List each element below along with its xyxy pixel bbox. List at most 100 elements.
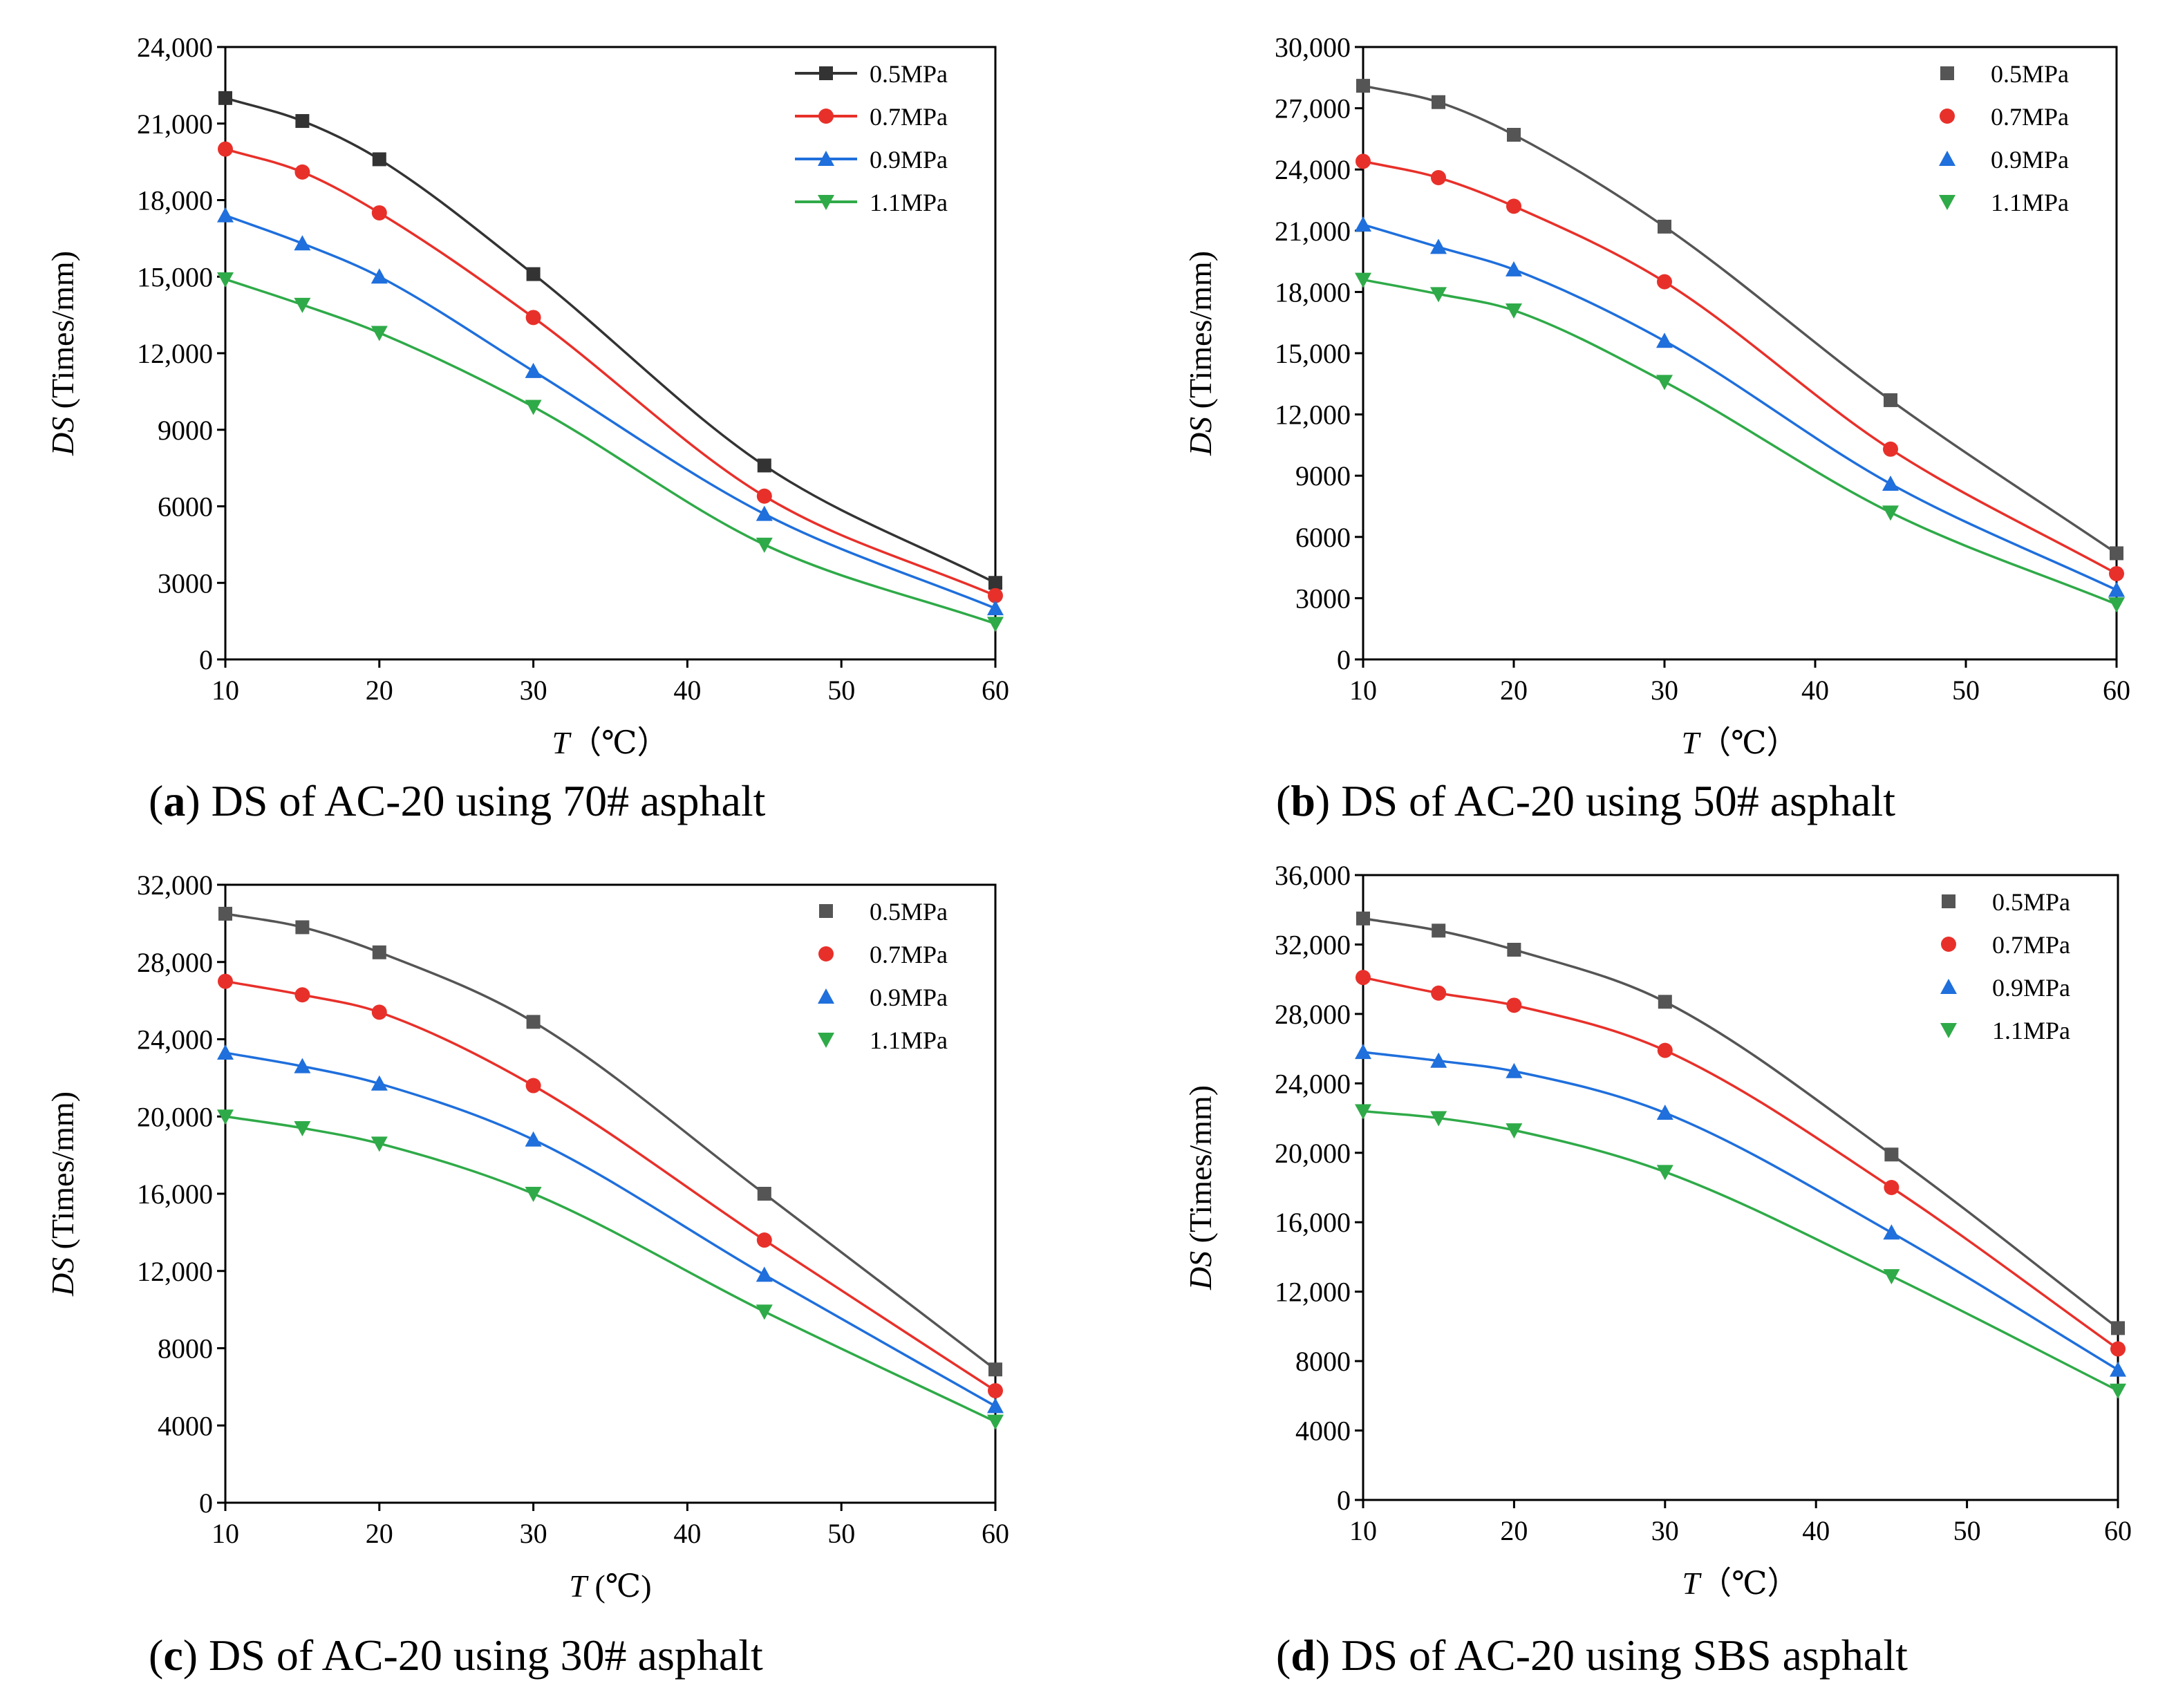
data-point — [294, 987, 310, 1003]
data-point — [217, 272, 234, 288]
data-point — [1656, 1105, 1673, 1120]
series-line — [225, 912, 997, 1371]
y-axis-label-unit: (Times/mm) — [45, 251, 80, 417]
data-point — [218, 141, 233, 157]
data-point — [525, 310, 541, 326]
y-tick-label: 6000 — [1295, 522, 1351, 553]
series-1 — [218, 973, 1003, 1398]
chart-svg-c: 0 4000 8000 12,000 16,000 20,000 24,000 28,000 3… — [45, 870, 1009, 1604]
chart-panel-d: 0 4000 8000 12,000 16,000 20,000 24,000 28,000 3… — [1088, 854, 2176, 1708]
data-point — [1883, 1269, 1900, 1285]
plot-frame — [1362, 46, 2118, 661]
data-point — [294, 297, 311, 313]
y-tick-label: 0 — [199, 1488, 213, 1519]
y-axis-label: DS (Times/mm) — [1183, 251, 1218, 456]
data-point — [526, 1015, 541, 1029]
x-tick-label: 50 — [1952, 675, 1980, 706]
x-tick-label: 40 — [1802, 1515, 1830, 1546]
data-point — [1432, 923, 1446, 938]
legend-label: 0.7MPa — [870, 941, 948, 968]
series-2 — [1355, 1044, 2126, 1377]
series-0 — [218, 91, 1002, 590]
data-point — [218, 973, 233, 989]
legend-marker — [1941, 937, 1956, 952]
x-tick-label: 40 — [1801, 675, 1829, 706]
x-axis-label-unit: （℃） — [1699, 725, 1798, 760]
data-point — [1507, 127, 1521, 142]
legend-label: 1.1MPa — [870, 1026, 948, 1054]
series-line — [1362, 278, 2117, 606]
x-axis-label-var: T — [569, 1568, 589, 1604]
x-tick-label: 40 — [673, 1518, 701, 1549]
x-tick-label: 30 — [1651, 1515, 1679, 1546]
data-point — [294, 1121, 311, 1137]
y-tick-label: 32,000 — [137, 870, 213, 901]
series-line — [1362, 1109, 2119, 1392]
x-tick-label: 30 — [520, 675, 547, 706]
legend-label: 1.1MPa — [870, 189, 948, 216]
data-point — [1430, 1052, 1447, 1068]
series-line — [1362, 1051, 2119, 1371]
y-tick-label: 24,000 — [137, 1024, 213, 1055]
data-point — [987, 1398, 1004, 1414]
x-tick-label: 20 — [1500, 675, 1528, 706]
data-point — [987, 1414, 1004, 1430]
data-point — [218, 91, 232, 105]
caption-text-b: DS of AC-20 using 50# asphalt — [1341, 776, 1895, 825]
data-point — [756, 1232, 772, 1248]
legend-label: 0.7MPa — [870, 103, 948, 131]
data-point — [1506, 1123, 1523, 1139]
legend-marker — [1942, 894, 1955, 908]
data-point — [2111, 1321, 2125, 1335]
legend-marker — [1940, 1023, 1957, 1038]
data-point — [526, 267, 541, 281]
y-tick-label: 16,000 — [137, 1179, 213, 1210]
legend-label: 0.5MPa — [1991, 60, 2069, 88]
x-tick-label: 10 — [1349, 675, 1377, 706]
data-point — [1355, 216, 1371, 232]
y-axis-label-var: DS — [45, 1257, 80, 1297]
legend-marker — [818, 195, 834, 210]
legend-marker — [1940, 979, 1957, 994]
x-axis-label: T（℃） — [552, 725, 668, 760]
chart-svg-d: 0 4000 8000 12,000 16,000 20,000 24,000 28,000 3… — [1183, 860, 2132, 1601]
data-point — [1355, 1104, 1371, 1120]
legend-label: 1.1MPa — [1992, 1017, 2070, 1044]
legend-label: 0.5MPa — [870, 898, 948, 926]
data-point — [756, 1304, 773, 1320]
x-tick-label: 60 — [982, 1518, 1009, 1549]
data-point — [1356, 153, 1371, 169]
data-point — [988, 1382, 1003, 1398]
data-point — [1506, 997, 1522, 1013]
y-tick-label: 28,000 — [1275, 999, 1351, 1030]
legend-label: 0.5MPa — [1992, 888, 2070, 916]
y-tick-label: 3000 — [158, 567, 213, 599]
data-point — [1356, 79, 1370, 93]
plot-frame — [1362, 874, 2119, 1501]
y-tick-label: 3000 — [1295, 583, 1351, 614]
data-point — [1506, 1062, 1523, 1078]
chart-panel-b: 0 3000 6000 9000 12,000 15,000 18,000 21,000 24,… — [1088, 0, 2176, 854]
plot-frame — [224, 883, 997, 1504]
y-axis-label-var: DS — [1183, 1251, 1218, 1291]
x-tick-label: 60 — [2103, 675, 2130, 706]
x-axis-label-var: T — [1681, 725, 1701, 760]
data-point — [1656, 1165, 1673, 1181]
y-axis-label-var: DS — [1183, 417, 1218, 456]
y-tick-label: 15,000 — [137, 261, 213, 292]
x-tick-label: 50 — [1953, 1515, 1981, 1546]
y-tick-label: 8000 — [1295, 1346, 1351, 1377]
caption-label-d: d — [1291, 1631, 1315, 1680]
legend-marker — [1940, 66, 1954, 80]
x-tick-label: 40 — [673, 675, 701, 706]
caption-a: (a) DS of AC-20 using 70# asphalt — [149, 776, 766, 825]
series-0 — [1356, 911, 2125, 1335]
data-point — [295, 920, 310, 935]
chart-svg-a: 0 3000 6000 9000 12,000 15,000 18,000 21,000 24,… — [45, 32, 1009, 760]
chart-svg-b: 0 3000 6000 9000 12,000 15,000 18,000 21,000 24,… — [1183, 32, 2130, 760]
y-tick-label: 12,000 — [1275, 1277, 1351, 1308]
x-axis-label-var: T — [1682, 1566, 1702, 1601]
series-line — [225, 1115, 996, 1423]
data-point — [294, 164, 310, 180]
data-point — [217, 1044, 234, 1060]
